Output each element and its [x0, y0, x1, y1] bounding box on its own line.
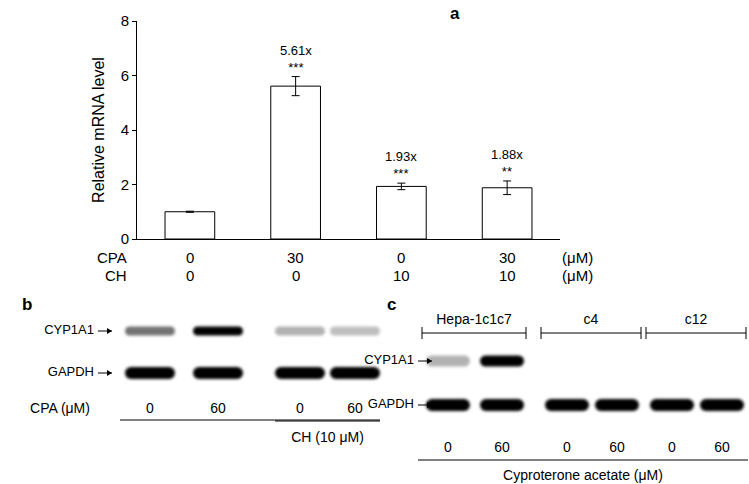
svg-text:CPA (μM): CPA (μM) — [30, 400, 90, 416]
svg-text:GAPDH: GAPDH — [48, 364, 94, 379]
svg-text:1.88x**: 1.88x** — [491, 147, 523, 179]
svg-text:GAPDH: GAPDH — [368, 396, 414, 411]
svg-text:30: 30 — [499, 249, 516, 266]
svg-text:60: 60 — [494, 439, 510, 455]
svg-text:(μM): (μM) — [562, 267, 593, 284]
svg-text:CYP1A1: CYP1A1 — [364, 352, 414, 367]
svg-text:60: 60 — [347, 400, 363, 416]
svg-text:0: 0 — [296, 400, 304, 416]
svg-text:60: 60 — [210, 400, 226, 416]
svg-text:c: c — [387, 295, 396, 314]
svg-text:0: 0 — [146, 400, 154, 416]
svg-text:0: 0 — [444, 439, 452, 455]
svg-text:Cyproterone acetate (μM): Cyproterone acetate (μM) — [503, 467, 663, 483]
svg-text:c12: c12 — [685, 311, 708, 327]
svg-text:CH (10 μM): CH (10 μM) — [291, 429, 364, 445]
svg-text:8: 8 — [121, 12, 129, 29]
svg-text:0: 0 — [668, 439, 676, 455]
svg-text:2: 2 — [121, 176, 129, 193]
svg-text:CH: CH — [105, 267, 127, 284]
svg-text:4: 4 — [121, 121, 129, 138]
svg-text:1.93x***: 1.93x*** — [385, 149, 417, 181]
svg-text:b: b — [22, 295, 32, 314]
svg-text:c4: c4 — [584, 311, 599, 327]
svg-text:10: 10 — [393, 267, 410, 284]
svg-text:0: 0 — [186, 267, 194, 284]
svg-text:CPA: CPA — [97, 249, 127, 266]
svg-text:5.61x***: 5.61x*** — [280, 43, 312, 75]
svg-text:30: 30 — [287, 249, 304, 266]
svg-text:0: 0 — [397, 249, 405, 266]
svg-text:0: 0 — [292, 267, 300, 284]
svg-text:10: 10 — [499, 267, 516, 284]
svg-text:6: 6 — [121, 67, 129, 84]
svg-text:0: 0 — [121, 230, 129, 247]
svg-text:Relative mRNA level: Relative mRNA level — [90, 57, 107, 203]
svg-text:Hepa-1c1c7: Hepa-1c1c7 — [436, 311, 512, 327]
svg-text:60: 60 — [714, 439, 730, 455]
svg-text:0: 0 — [186, 249, 194, 266]
svg-text:(μM): (μM) — [562, 249, 593, 266]
svg-text:0: 0 — [563, 439, 571, 455]
svg-text:60: 60 — [609, 439, 625, 455]
svg-text:a: a — [450, 4, 460, 23]
svg-text:CYP1A1: CYP1A1 — [44, 322, 94, 337]
